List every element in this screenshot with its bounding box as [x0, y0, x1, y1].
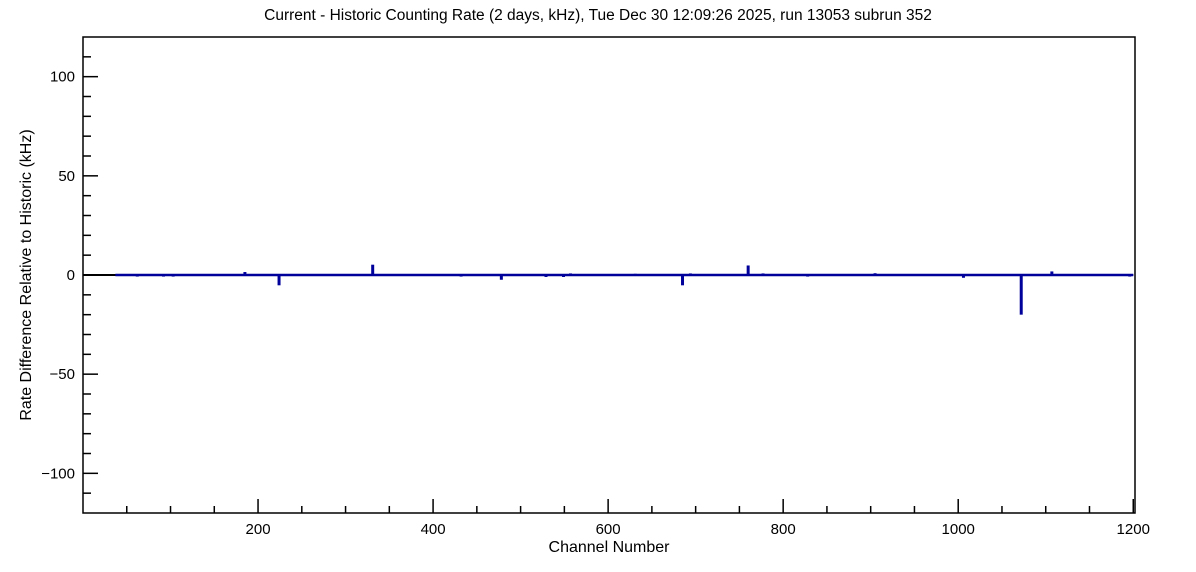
y-tick-label: 50 [58, 168, 75, 185]
y-tick-label: 100 [50, 69, 75, 86]
x-tick-label: 600 [596, 521, 621, 538]
y-tick-label: 0 [67, 267, 75, 284]
x-tick-label: 200 [246, 521, 271, 538]
x-tick-label: 1000 [942, 521, 975, 538]
x-tick-label: 1200 [1117, 521, 1150, 538]
x-tick-label: 800 [771, 521, 796, 538]
y-tick-label: −100 [41, 465, 75, 482]
x-tick-label: 400 [421, 521, 446, 538]
plot-title: Current - Historic Counting Rate (2 days… [264, 7, 932, 24]
x-axis-label: Channel Number [548, 539, 670, 556]
y-tick-label: −50 [50, 366, 75, 383]
